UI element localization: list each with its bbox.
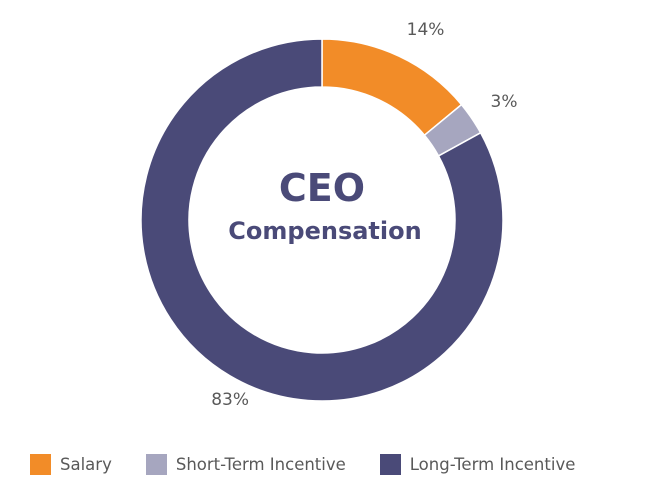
legend-label-short-term-incentive: Short-Term Incentive bbox=[175, 455, 346, 474]
legend: Salary Short-Term Incentive Long-Term In… bbox=[30, 454, 609, 475]
slice-label-short-term-incentive: 3% bbox=[491, 92, 518, 112]
legend-item-long-term-incentive: Long-Term Incentive bbox=[379, 454, 576, 475]
slice-long-term-incentive bbox=[140, 38, 504, 402]
legend-item-short-term-incentive: Short-Term Incentive bbox=[145, 454, 346, 475]
legend-swatch-salary bbox=[30, 454, 51, 475]
legend-swatch-long-term-incentive bbox=[379, 454, 401, 475]
slice-salary bbox=[321, 38, 463, 137]
legend-label-long-term-incentive: Long-Term Incentive bbox=[409, 455, 576, 474]
legend-item-salary: Salary bbox=[30, 454, 112, 475]
donut-slices bbox=[140, 38, 504, 402]
center-subtitle: Compensation bbox=[228, 217, 421, 245]
legend-label-salary: Salary bbox=[60, 455, 112, 474]
slice-label-salary: 14% bbox=[407, 20, 445, 40]
slice-label-long-term-incentive: 83% bbox=[211, 390, 249, 410]
donut-chart: 14% 3% 83% CEO Compensation bbox=[140, 20, 518, 410]
center-title: CEO bbox=[279, 166, 365, 210]
slice-labels: 14% 3% 83% bbox=[211, 20, 517, 410]
legend-swatch-short-term-incentive bbox=[145, 454, 167, 475]
